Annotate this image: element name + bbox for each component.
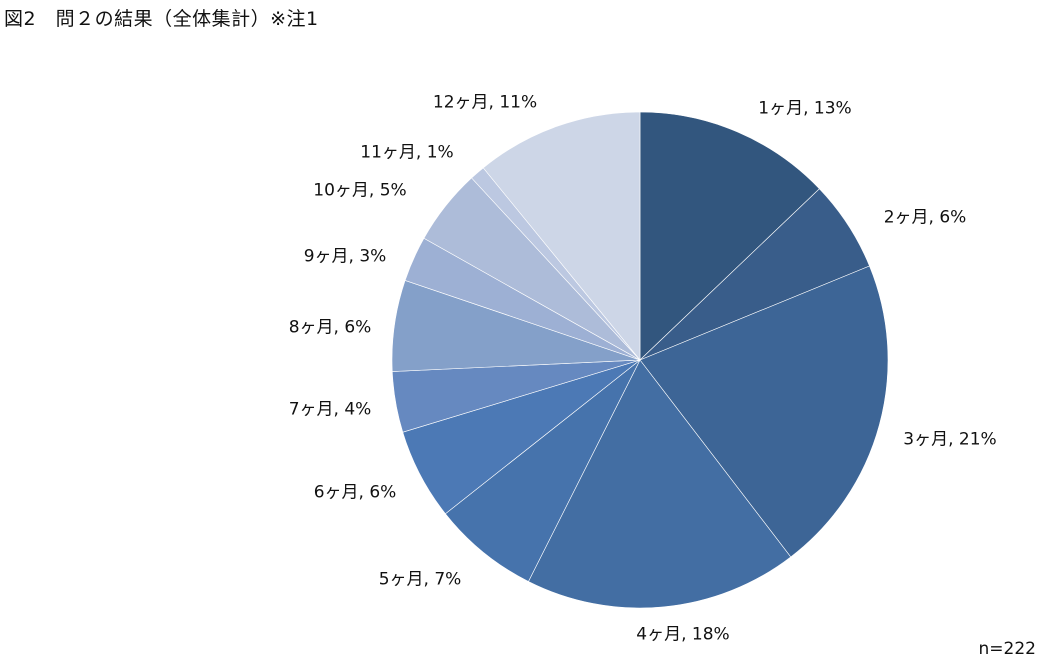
- data-label-6: 6ヶ月, 6%: [313, 482, 397, 503]
- data-label-2: 2ヶ月, 6%: [883, 207, 967, 228]
- data-label-10: 10ヶ月, 5%: [313, 180, 407, 201]
- data-label-5: 5ヶ月, 7%: [378, 569, 462, 590]
- data-label-8: 8ヶ月, 6%: [288, 317, 372, 338]
- data-label-4: 4ヶ月, 18%: [636, 624, 730, 645]
- sample-size-note: n=222: [978, 639, 1036, 659]
- data-label-3: 3ヶ月, 21%: [903, 429, 997, 450]
- pie-slice-1: [639, 111, 820, 361]
- pie-slice-3: [639, 265, 889, 558]
- data-label-9: 9ヶ月, 3%: [303, 246, 387, 267]
- chart-title: 図2 問２の結果（全体集計）※注1: [4, 8, 319, 30]
- pie-slice-4: [528, 359, 792, 609]
- data-label-1: 1ヶ月, 13%: [758, 98, 852, 119]
- pie-slice-5: [444, 359, 641, 582]
- data-label-12: 12ヶ月, 11%: [432, 92, 538, 113]
- data-label-7: 7ヶ月, 4%: [288, 399, 372, 420]
- data-label-11: 11ヶ月, 1%: [360, 142, 454, 163]
- pie-slice-12: [482, 111, 641, 361]
